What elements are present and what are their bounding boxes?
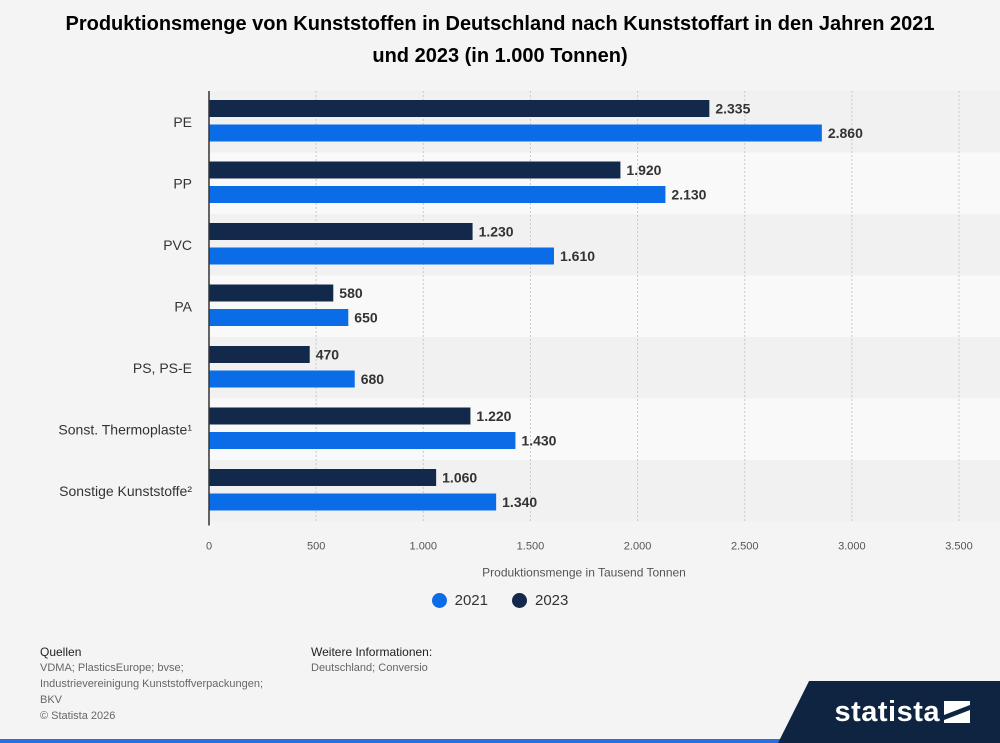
more-info: Weitere Informationen: Deutschland; Conv… bbox=[311, 644, 432, 676]
bar-2021 bbox=[209, 493, 497, 511]
chart-title: Produktionsmenge von Kunststoffen in Deu… bbox=[65, 13, 935, 67]
data-label: 2.130 bbox=[671, 187, 706, 203]
more-info-text: Deutschland; Conversio bbox=[311, 662, 428, 674]
bar-2023 bbox=[209, 469, 437, 486]
tick-label: 1.500 bbox=[517, 541, 545, 553]
data-label: 2.860 bbox=[828, 125, 863, 141]
bar-2021 bbox=[209, 186, 666, 203]
bar-2023 bbox=[209, 407, 471, 425]
tick-label: 2.500 bbox=[731, 541, 759, 553]
sources-line: BKV bbox=[40, 694, 63, 706]
tick-label: 2.000 bbox=[624, 541, 652, 553]
category-label: PA bbox=[174, 298, 192, 314]
data-label: 1.340 bbox=[502, 494, 537, 510]
statista-logo-icon bbox=[944, 701, 970, 723]
tick-label: 1.000 bbox=[410, 541, 438, 553]
bar-chart: 2.335 2.860 PE 1.920 2.130 PP 1.230 1.610 PVC 580… bbox=[58, 91, 1000, 580]
data-label: 1.430 bbox=[521, 433, 556, 449]
legend-item-2023[interactable]: 2023 bbox=[512, 592, 568, 609]
bar-2023 bbox=[209, 346, 310, 363]
sources-line: VDMA; PlasticsEurope; bvse; bbox=[40, 662, 184, 674]
tick-label: 3.000 bbox=[838, 541, 866, 553]
bar-2021 bbox=[209, 247, 554, 265]
legend-dot-2023 bbox=[512, 593, 527, 608]
tick-label: 500 bbox=[307, 541, 325, 553]
category-label: PE bbox=[173, 114, 192, 130]
bar-2021 bbox=[209, 370, 355, 388]
footer-accent-bar bbox=[0, 739, 1000, 743]
legend-dot-2021 bbox=[431, 593, 447, 608]
bar-2023 bbox=[209, 100, 710, 117]
data-label: 1.920 bbox=[626, 162, 661, 178]
legend-item-2021[interactable]: 2021 bbox=[431, 592, 488, 609]
data-label: 2.335 bbox=[715, 101, 750, 117]
sources-heading: Quellen bbox=[40, 645, 82, 659]
data-label: 580 bbox=[339, 285, 363, 301]
legend-label-2021: 2021 bbox=[454, 592, 488, 609]
data-label: 650 bbox=[354, 310, 378, 326]
category-label: Sonst. Thermoplaste¹ bbox=[58, 421, 192, 437]
category-label: PP bbox=[173, 175, 192, 191]
tick-label: 3.500 bbox=[945, 541, 973, 553]
category-label: Sonstige Kunststoffe² bbox=[59, 483, 192, 499]
bar-2023 bbox=[209, 284, 334, 302]
row-background bbox=[209, 337, 1000, 399]
legend-label-2023: 2023 bbox=[535, 592, 569, 609]
legend: 2021 2023 bbox=[0, 592, 1000, 609]
bar-2023 bbox=[209, 223, 473, 240]
data-label: 470 bbox=[316, 347, 340, 363]
bar-2021 bbox=[209, 124, 822, 142]
bar-2021 bbox=[209, 432, 516, 449]
bar-2023 bbox=[209, 161, 621, 179]
more-info-heading: Weitere Informationen: bbox=[311, 645, 433, 659]
data-label: 1.610 bbox=[560, 248, 595, 264]
data-label: 680 bbox=[361, 371, 385, 387]
tick-label: 0 bbox=[206, 541, 212, 553]
data-label: 1.060 bbox=[442, 470, 477, 486]
data-label: 1.220 bbox=[476, 408, 511, 424]
data-label: 1.230 bbox=[479, 224, 514, 240]
category-label: PS, PS-E bbox=[133, 360, 192, 376]
statista-logo-text: statista bbox=[834, 696, 940, 728]
row-background bbox=[209, 275, 1000, 337]
category-label: PVC bbox=[163, 237, 192, 253]
bar-2021 bbox=[209, 309, 349, 326]
sources-line: Industrievereinigung Kunststoffverpackun… bbox=[40, 678, 263, 690]
sources: Quellen VDMA; PlasticsEurope; bvse; Indu… bbox=[40, 644, 310, 724]
x-axis-title: Produktionsmenge in Tausend Tonnen bbox=[482, 566, 686, 580]
copyright[interactable]: © Statista 2026 bbox=[40, 710, 116, 722]
